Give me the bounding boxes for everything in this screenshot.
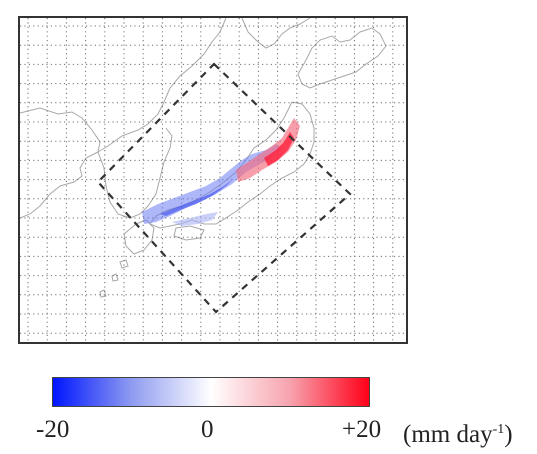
korea-coast-south xyxy=(97,127,173,219)
island-2 xyxy=(111,273,119,282)
colorbar-max-label: +20 xyxy=(342,416,382,443)
shikoku-coast xyxy=(173,225,205,241)
unit-exponent: -1 xyxy=(492,422,505,437)
colorbar-mid-label: 0 xyxy=(201,416,214,443)
map-canvas xyxy=(20,18,406,342)
unit-suffix: ) xyxy=(504,421,513,448)
negative-anomaly-core xyxy=(160,178,234,216)
korea-coast xyxy=(97,18,227,153)
coastline xyxy=(20,18,387,298)
colorbar-min-label: -20 xyxy=(36,416,70,443)
model-domain-outline xyxy=(96,62,352,314)
positive-anomaly-core xyxy=(264,132,294,166)
mainland-coast xyxy=(20,107,101,219)
colorbar-unit-label: (mm day-1) xyxy=(403,415,513,450)
island-3 xyxy=(99,289,107,298)
hokkaido-coast xyxy=(297,27,387,89)
lat-lon-grid xyxy=(20,18,406,342)
precip-anomaly-field xyxy=(142,118,300,226)
unit-prefix: (mm day xyxy=(403,421,493,448)
russia-coast xyxy=(241,18,311,49)
positive-anomaly-band xyxy=(236,118,300,182)
map-panel xyxy=(18,16,408,344)
colorbar-gradient xyxy=(52,377,370,407)
weak-negative-patch xyxy=(172,212,218,226)
